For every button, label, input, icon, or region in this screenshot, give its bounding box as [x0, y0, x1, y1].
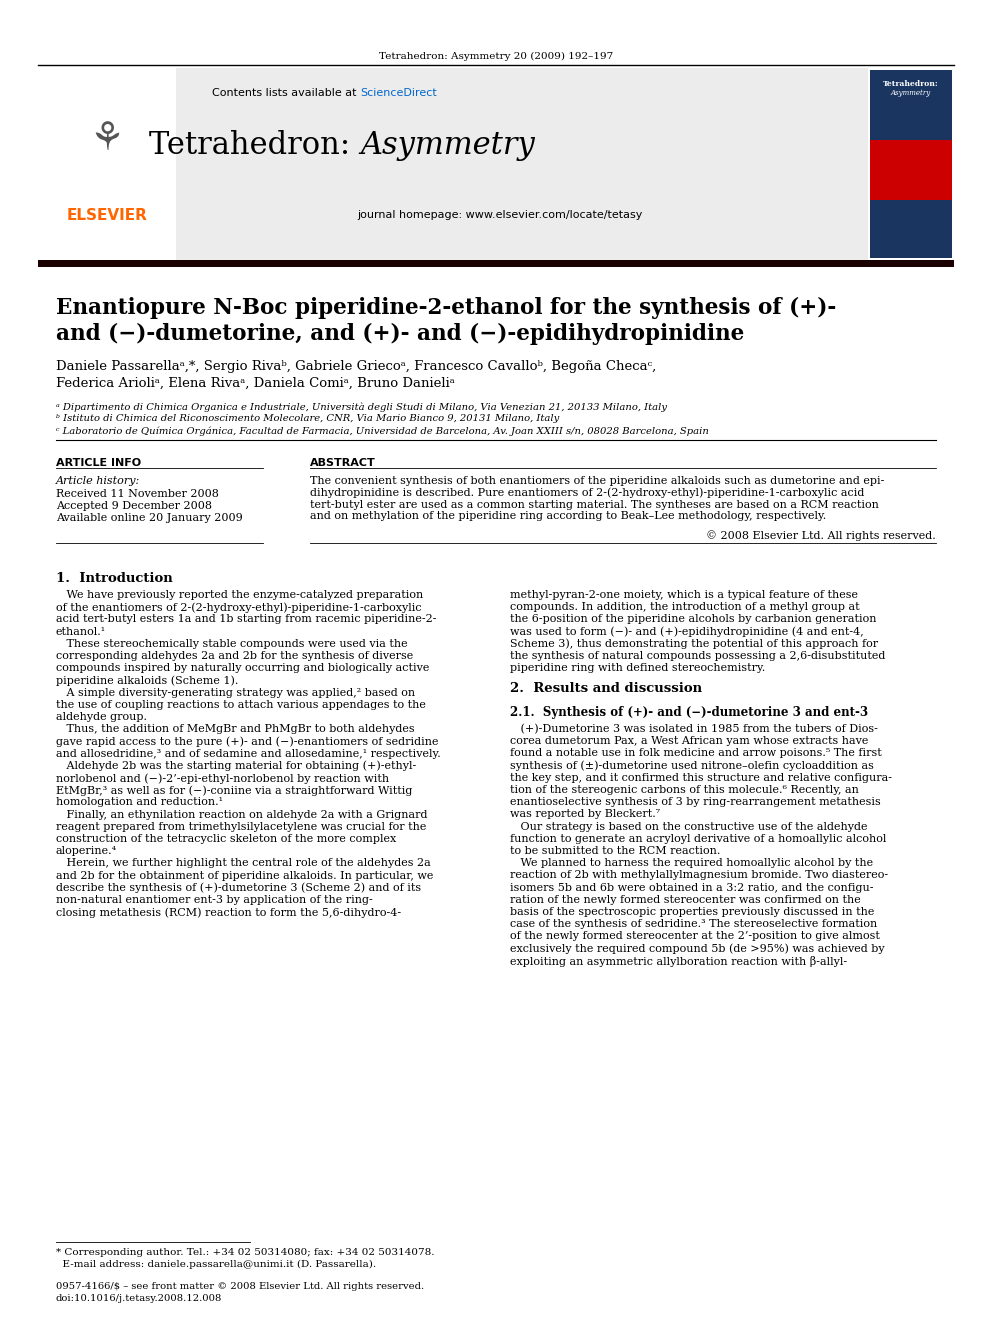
Text: norlobenol and (−)-2’-epi-ethyl-norlobenol by reaction with: norlobenol and (−)-2’-epi-ethyl-norloben… [56, 773, 389, 783]
Text: compounds inspired by naturally occurring and biologically active: compounds inspired by naturally occurrin… [56, 663, 430, 673]
Text: homologation and reduction.¹: homologation and reduction.¹ [56, 798, 223, 807]
FancyBboxPatch shape [870, 70, 952, 258]
Text: Herein, we further highlight the central role of the aldehydes 2a: Herein, we further highlight the central… [56, 859, 431, 868]
Text: and allosedridine,³ and of sedamine and allosedamine,¹ respectively.: and allosedridine,³ and of sedamine and … [56, 749, 440, 758]
FancyBboxPatch shape [38, 261, 954, 267]
Text: © 2008 Elsevier Ltd. All rights reserved.: © 2008 Elsevier Ltd. All rights reserved… [706, 531, 936, 541]
Text: Scheme 3), thus demonstrating the potential of this approach for: Scheme 3), thus demonstrating the potent… [510, 639, 878, 650]
Text: * Corresponding author. Tel.: +34 02 50314080; fax: +34 02 50314078.: * Corresponding author. Tel.: +34 02 503… [56, 1248, 434, 1257]
Text: was reported by Bleckert.⁷: was reported by Bleckert.⁷ [510, 810, 660, 819]
Text: E-mail address: daniele.passarella@unimi.it (D. Passarella).: E-mail address: daniele.passarella@unimi… [56, 1259, 376, 1269]
Text: Contents lists available at: Contents lists available at [212, 89, 360, 98]
Text: ARTICLE INFO: ARTICLE INFO [56, 458, 141, 468]
FancyBboxPatch shape [38, 67, 176, 261]
Text: reagent prepared from trimethylsilylacetylene was crucial for the: reagent prepared from trimethylsilylacet… [56, 822, 427, 832]
Text: tion of the stereogenic carbons of this molecule.⁶ Recently, an: tion of the stereogenic carbons of this … [510, 785, 859, 795]
Text: tert-butyl ester are used as a common starting material. The syntheses are based: tert-butyl ester are used as a common st… [310, 500, 879, 509]
Text: Thus, the addition of MeMgBr and PhMgBr to both aldehydes: Thus, the addition of MeMgBr and PhMgBr … [56, 724, 415, 734]
Text: exploiting an asymmetric allylboration reaction with β-allyl-: exploiting an asymmetric allylboration r… [510, 955, 847, 967]
Text: Tetrahedron:: Tetrahedron: [149, 130, 360, 161]
Text: ABSTRACT: ABSTRACT [310, 458, 376, 468]
Text: piperidine alkaloids (Scheme 1).: piperidine alkaloids (Scheme 1). [56, 676, 238, 685]
Text: The convenient synthesis of both enantiomers of the piperidine alkaloids such as: The convenient synthesis of both enantio… [310, 476, 885, 486]
Text: ration of the newly formed stereocenter was confirmed on the: ration of the newly formed stereocenter … [510, 894, 861, 905]
Text: case of the synthesis of sedridine.³ The stereoselective formation: case of the synthesis of sedridine.³ The… [510, 919, 877, 929]
Text: 2.1.  Synthesis of (+)- and (−)-dumetorine 3 and ent-3: 2.1. Synthesis of (+)- and (−)-dumetorin… [510, 706, 868, 718]
Text: ᵃ Dipartimento di Chimica Organica e Industriale, Università degli Studi di Mila: ᵃ Dipartimento di Chimica Organica e Ind… [56, 402, 667, 411]
Text: the use of coupling reactions to attach various appendages to the: the use of coupling reactions to attach … [56, 700, 426, 710]
Text: acid tert-butyl esters 1a and 1b starting from racemic piperidine-2-: acid tert-butyl esters 1a and 1b startin… [56, 614, 436, 624]
FancyBboxPatch shape [868, 67, 954, 261]
Text: These stereochemically stable compounds were used via the: These stereochemically stable compounds … [56, 639, 408, 648]
Text: gave rapid access to the pure (+)- and (−)-enantiomers of sedridine: gave rapid access to the pure (+)- and (… [56, 737, 438, 747]
Text: Tetrahedron: Asymmetry 20 (2009) 192–197: Tetrahedron: Asymmetry 20 (2009) 192–197 [379, 52, 613, 61]
Text: the synthesis of natural compounds possessing a 2,6-disubstituted: the synthesis of natural compounds posse… [510, 651, 886, 662]
Text: aloperine.⁴: aloperine.⁴ [56, 847, 117, 856]
Text: exclusively the required compound 5b (de >95%) was achieved by: exclusively the required compound 5b (de… [510, 943, 885, 954]
Text: 2.  Results and discussion: 2. Results and discussion [510, 681, 702, 695]
Text: isomers 5b and 6b were obtained in a 3:2 ratio, and the configu-: isomers 5b and 6b were obtained in a 3:2… [510, 882, 874, 893]
Text: of the newly formed stereocenter at the 2’-position to give almost: of the newly formed stereocenter at the … [510, 931, 880, 942]
Text: Enantiopure N-Boc piperidine-2-ethanol for the synthesis of (+)-: Enantiopure N-Boc piperidine-2-ethanol f… [56, 296, 836, 319]
Text: and (−)-dumetorine, and (+)- and (−)-epidihydropinidine: and (−)-dumetorine, and (+)- and (−)-epi… [56, 323, 744, 345]
Text: construction of the tetracyclic skeleton of the more complex: construction of the tetracyclic skeleton… [56, 833, 396, 844]
Text: Received 11 November 2008: Received 11 November 2008 [56, 490, 219, 499]
Text: 0957-4166/$ – see front matter © 2008 Elsevier Ltd. All rights reserved.: 0957-4166/$ – see front matter © 2008 El… [56, 1282, 425, 1291]
Text: Federica Arioliᵃ, Elena Rivaᵃ, Daniela Comiᵃ, Bruno Danieliᵃ: Federica Arioliᵃ, Elena Rivaᵃ, Daniela C… [56, 377, 454, 390]
Text: Finally, an ethynilation reaction on aldehyde 2a with a Grignard: Finally, an ethynilation reaction on ald… [56, 810, 428, 820]
Text: Daniele Passarellaᵃ,*, Sergio Rivaᵇ, Gabriele Griecoᵃ, Francesco Cavalloᵇ, Begoñ: Daniele Passarellaᵃ,*, Sergio Rivaᵇ, Gab… [56, 360, 657, 373]
Text: journal homepage: www.elsevier.com/locate/tetasy: journal homepage: www.elsevier.com/locat… [357, 210, 643, 220]
FancyBboxPatch shape [870, 140, 952, 200]
Text: (+)-Dumetorine 3 was isolated in 1985 from the tubers of Dios-: (+)-Dumetorine 3 was isolated in 1985 fr… [510, 724, 878, 734]
Text: Aldehyde 2b was the starting material for obtaining (+)-ethyl-: Aldehyde 2b was the starting material fo… [56, 761, 417, 771]
Text: A simple diversity-generating strategy was applied,² based on: A simple diversity-generating strategy w… [56, 688, 415, 697]
Text: describe the synthesis of (+)-dumetorine 3 (Scheme 2) and of its: describe the synthesis of (+)-dumetorine… [56, 882, 422, 893]
Text: Available online 20 January 2009: Available online 20 January 2009 [56, 513, 243, 523]
Text: of the enantiomers of 2-(2-hydroxy-ethyl)-piperidine-1-carboxylic: of the enantiomers of 2-(2-hydroxy-ethyl… [56, 602, 422, 613]
Text: dihydropinidine is described. Pure enantiomers of 2-(2-hydroxy-ethyl)-piperidine: dihydropinidine is described. Pure enant… [310, 488, 864, 499]
Text: aldehyde group.: aldehyde group. [56, 712, 147, 722]
Text: corea dumetorum Pax, a West African yam whose extracts have: corea dumetorum Pax, a West African yam … [510, 736, 868, 746]
Text: to be submitted to the RCM reaction.: to be submitted to the RCM reaction. [510, 845, 720, 856]
Text: the 6-position of the piperidine alcohols by carbanion generation: the 6-position of the piperidine alcohol… [510, 614, 877, 624]
Text: closing metathesis (RCM) reaction to form the 5,6-dihydro-4-: closing metathesis (RCM) reaction to for… [56, 908, 401, 918]
FancyBboxPatch shape [38, 67, 954, 261]
Text: ELSEVIER: ELSEVIER [66, 208, 148, 224]
Text: ethanol.¹: ethanol.¹ [56, 627, 106, 636]
Text: piperidine ring with defined stereochemistry.: piperidine ring with defined stereochemi… [510, 663, 765, 673]
Text: function to generate an acryloyl derivative of a homoallylic alcohol: function to generate an acryloyl derivat… [510, 833, 887, 844]
Text: basis of the spectroscopic properties previously discussed in the: basis of the spectroscopic properties pr… [510, 908, 874, 917]
Text: 1.  Introduction: 1. Introduction [56, 572, 173, 585]
Text: ⚘: ⚘ [89, 120, 124, 157]
Text: We have previously reported the enzyme-catalyzed preparation: We have previously reported the enzyme-c… [56, 590, 424, 601]
Text: EtMgBr,³ as well as for (−)-coniine via a straightforward Wittig: EtMgBr,³ as well as for (−)-coniine via … [56, 785, 413, 795]
Text: methyl-pyran-2-one moiety, which is a typical feature of these: methyl-pyran-2-one moiety, which is a ty… [510, 590, 858, 601]
Text: Tetrahedron:: Tetrahedron: [883, 79, 938, 89]
Text: ᵇ Istituto di Chimica del Riconoscimento Molecolare, CNR, Via Mario Bianco 9, 20: ᵇ Istituto di Chimica del Riconoscimento… [56, 414, 559, 423]
Text: was used to form (−)- and (+)-epidihydropinidine (4 and ent-4,: was used to form (−)- and (+)-epidihydro… [510, 627, 864, 638]
Text: synthesis of (±)-dumetorine used nitrone–olefin cycloaddition as: synthesis of (±)-dumetorine used nitrone… [510, 761, 874, 771]
Text: enantioselective synthesis of 3 by ring-rearrangement metathesis: enantioselective synthesis of 3 by ring-… [510, 798, 881, 807]
Text: reaction of 2b with methylallylmagnesium bromide. Two diastereo-: reaction of 2b with methylallylmagnesium… [510, 871, 888, 880]
Text: the key step, and it confirmed this structure and relative configura-: the key step, and it confirmed this stru… [510, 773, 892, 783]
Text: Article history:: Article history: [56, 476, 140, 486]
Text: and on methylation of the piperidine ring according to Beak–Lee methodology, res: and on methylation of the piperidine rin… [310, 512, 826, 521]
Text: We planned to harness the required homoallylic alcohol by the: We planned to harness the required homoa… [510, 859, 873, 868]
Text: non-natural enantiomer ent-3 by application of the ring-: non-natural enantiomer ent-3 by applicat… [56, 894, 373, 905]
Text: ᶜ Laboratorio de Química Orgánica, Facultad de Farmacia, Universidad de Barcelon: ᶜ Laboratorio de Química Orgánica, Facul… [56, 426, 709, 435]
Text: and 2b for the obtainment of piperidine alkaloids. In particular, we: and 2b for the obtainment of piperidine … [56, 871, 434, 881]
Text: Accepted 9 December 2008: Accepted 9 December 2008 [56, 501, 212, 511]
Text: Asymmetry: Asymmetry [360, 130, 535, 161]
Text: compounds. In addition, the introduction of a methyl group at: compounds. In addition, the introduction… [510, 602, 860, 613]
Text: found a notable use in folk medicine and arrow poisons.⁵ The first: found a notable use in folk medicine and… [510, 749, 882, 758]
Text: corresponding aldehydes 2a and 2b for the synthesis of diverse: corresponding aldehydes 2a and 2b for th… [56, 651, 414, 662]
Text: doi:10.1016/j.tetasy.2008.12.008: doi:10.1016/j.tetasy.2008.12.008 [56, 1294, 222, 1303]
Text: Our strategy is based on the constructive use of the aldehyde: Our strategy is based on the constructiv… [510, 822, 867, 832]
Text: Asymmetry: Asymmetry [891, 89, 931, 97]
Text: ScienceDirect: ScienceDirect [360, 89, 436, 98]
